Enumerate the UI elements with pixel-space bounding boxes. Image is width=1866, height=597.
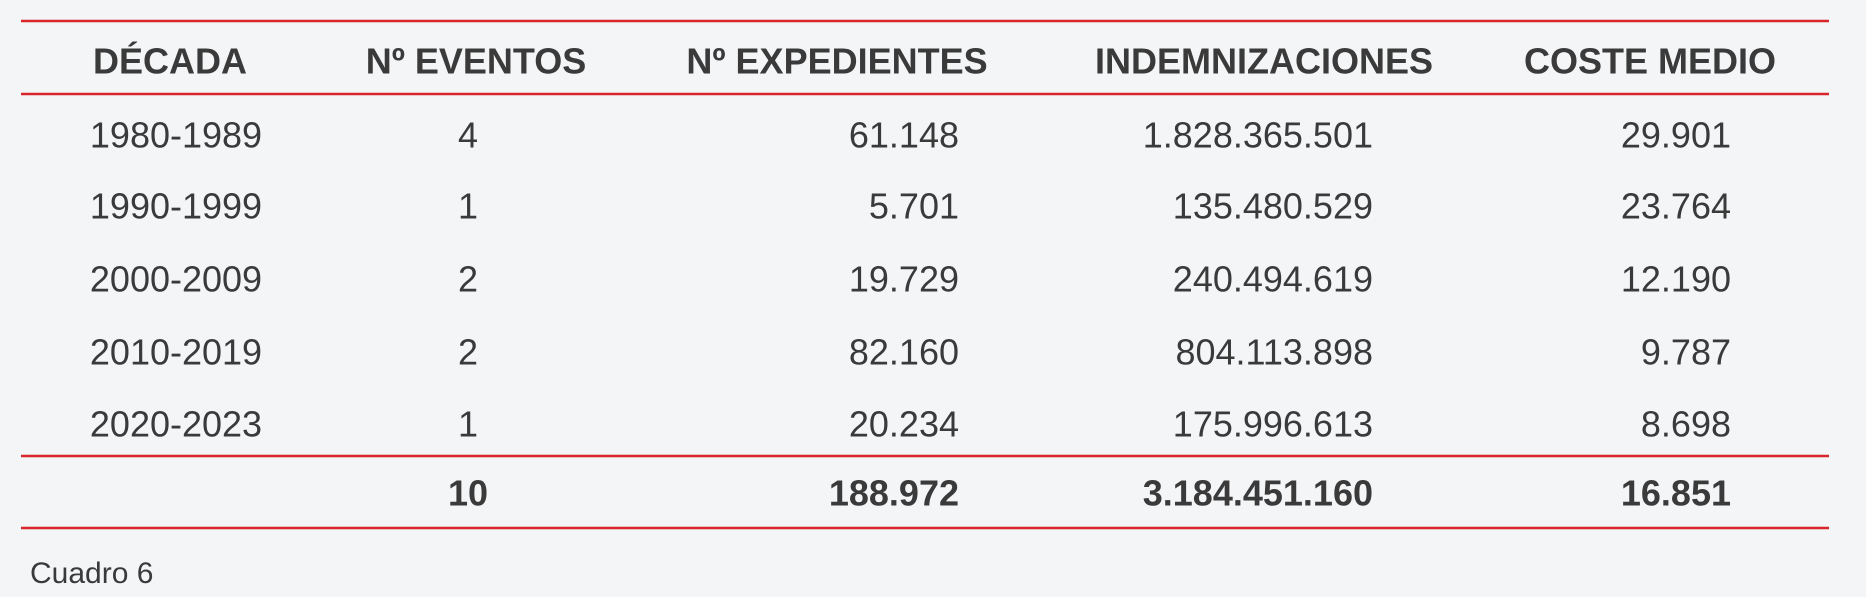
header-cell: DÉCADA — [93, 41, 247, 82]
total-cell: 10 — [448, 473, 488, 514]
cell: 4 — [458, 115, 478, 156]
cell: 61.148 — [849, 115, 959, 156]
cell: 29.901 — [1621, 115, 1731, 156]
cell: 23.764 — [1621, 186, 1731, 227]
cell: 1990-1999 — [90, 186, 262, 227]
cell: 9.787 — [1641, 332, 1731, 373]
cell: 804.113.898 — [1175, 332, 1373, 373]
cell: 175.996.613 — [1173, 404, 1373, 445]
caption: Cuadro 6 — [30, 557, 153, 590]
header-cell: COSTE MEDIO — [1524, 41, 1776, 82]
cell: 82.160 — [849, 332, 959, 373]
cell: 2000-2009 — [90, 259, 262, 300]
cell: 5.701 — [869, 186, 959, 227]
cell: 19.729 — [849, 259, 959, 300]
cell: 12.190 — [1621, 259, 1731, 300]
cell: 1 — [458, 404, 478, 445]
header-cell: Nº EXPEDIENTES — [686, 41, 987, 82]
header-cell: Nº EVENTOS — [366, 41, 587, 82]
header-cell: INDEMNIZACIONES — [1095, 41, 1433, 82]
cell: 135.480.529 — [1173, 186, 1373, 227]
cell: 240.494.619 — [1173, 259, 1373, 300]
cell: 2 — [458, 332, 478, 373]
total-cell: 16.851 — [1621, 473, 1731, 514]
cell: 1980-1989 — [90, 115, 262, 156]
cell: 2010-2019 — [90, 332, 262, 373]
cell: 2 — [458, 259, 478, 300]
cell: 20.234 — [849, 404, 959, 445]
cell: 2020-2023 — [90, 404, 262, 445]
cell: 1 — [458, 186, 478, 227]
total-cell: 3.184.451.160 — [1143, 473, 1373, 514]
cell: 8.698 — [1641, 404, 1731, 445]
total-cell: 188.972 — [829, 473, 959, 514]
cell: 1.828.365.501 — [1143, 115, 1373, 156]
